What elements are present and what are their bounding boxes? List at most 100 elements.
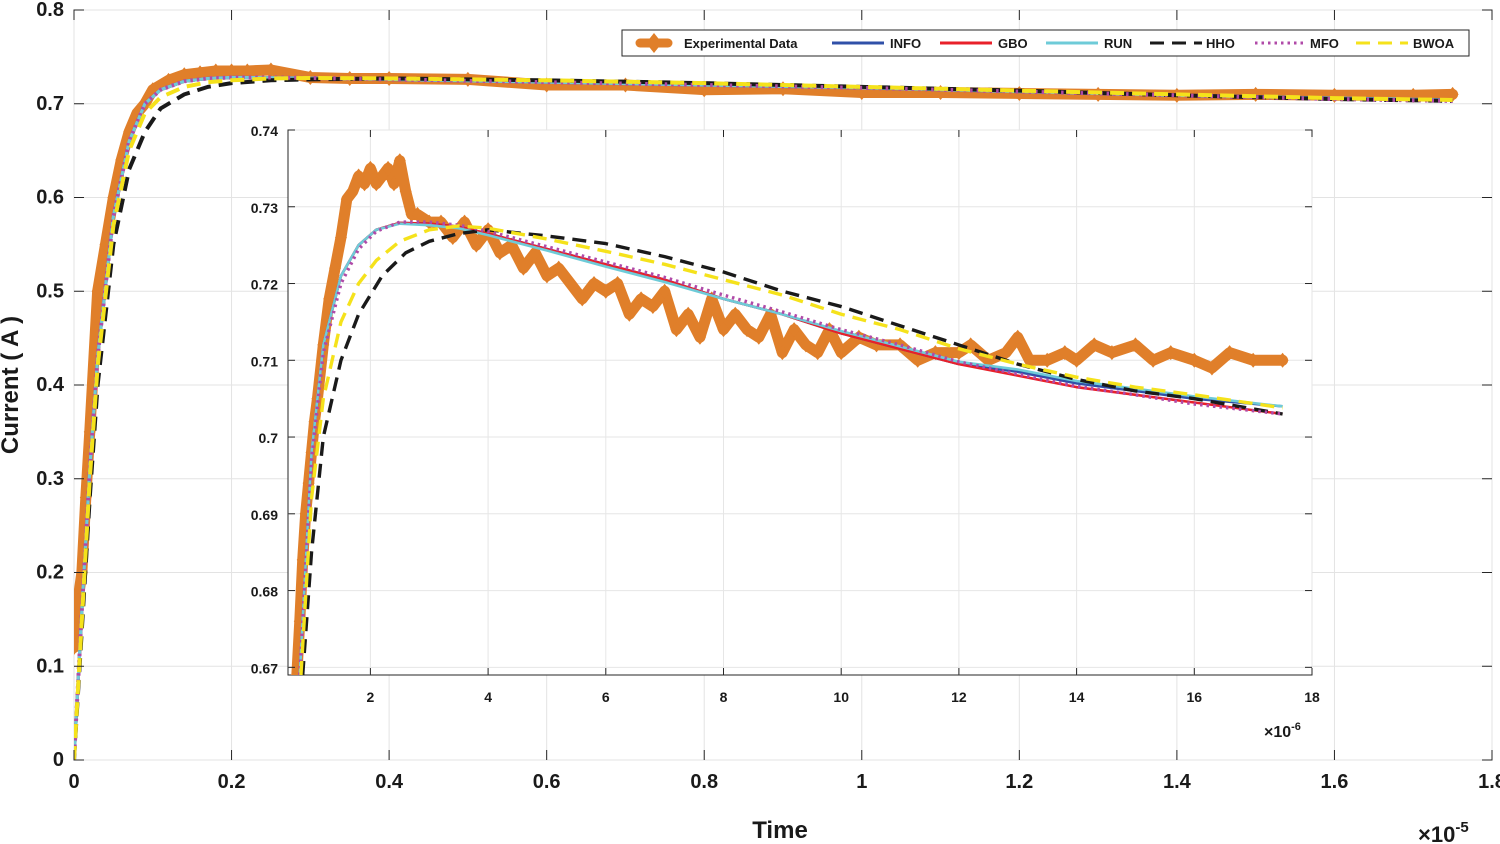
x-axis-label: Time (752, 817, 808, 844)
inset-experimental-marker (517, 260, 530, 276)
inset-experimental-marker (623, 306, 636, 322)
inset-series-run (298, 222, 1283, 675)
inset-series-group (290, 153, 1289, 675)
main-y-tick-label: 0.7 (36, 93, 64, 115)
inset-experimental-marker (1070, 352, 1083, 368)
main-x-tick-label: 1 (856, 771, 867, 793)
inset-x-tick-label: 10 (833, 689, 849, 705)
inset-experimental-marker (376, 168, 389, 184)
inset-experimental-marker (346, 183, 359, 199)
inset-experimental-marker (334, 229, 347, 245)
inset-experimental-marker (387, 176, 400, 192)
main-experimental-marker (74, 593, 84, 609)
main-experimental-marker (225, 63, 238, 79)
legend-label-run: RUN (1104, 36, 1132, 51)
x-multiplier-inset: ×10-6 (1264, 721, 1301, 741)
inset-experimental-marker (811, 345, 824, 361)
inset-experimental-marker (693, 329, 706, 345)
inset-y-tick-label: 0.68 (251, 584, 278, 600)
main-x-tick-label: 1.6 (1321, 771, 1349, 793)
inset-experimental-marker (646, 299, 659, 315)
main-x-tick-label: 0.2 (218, 771, 246, 793)
legend-entry-mfo: MFO (1255, 36, 1339, 51)
inset-experimental-marker (741, 322, 754, 338)
legend-label-hho: HHO (1206, 36, 1235, 51)
inset-tick-labels: 2 4 6 8 10 12 14 16 18 0.67 0.68 0.69 0.7 0.71 0.72 0.7… (251, 123, 1320, 705)
inset-experimental-marker (1247, 352, 1260, 368)
inset-x-tick-label: 6 (602, 689, 610, 705)
inset-experimental-marker (1188, 352, 1201, 368)
inset-experimental-marker (1088, 337, 1101, 353)
inset-experimental-marker (682, 306, 695, 322)
inset-experimental-marker (799, 337, 812, 353)
main-x-tick-label: 0.4 (375, 771, 404, 793)
x-multiplier-main-base: ×10 (1418, 822, 1455, 844)
inset-experimental-marker (470, 237, 483, 253)
inset-experimental-marker (493, 245, 506, 261)
main-experimental-marker (91, 283, 104, 299)
inset-experimental-marker (1058, 345, 1071, 361)
inset-experimental-marker (1147, 352, 1160, 368)
inset-experimental-marker (352, 168, 365, 184)
inset-experimental-marker (411, 206, 424, 222)
inset-experimental-marker (1041, 352, 1054, 368)
main-y-tick-label: 0.1 (36, 655, 64, 677)
main-series-group (74, 62, 1459, 760)
inset-experimental-marker (717, 322, 730, 338)
main-x-tick-label: 1.2 (1005, 771, 1033, 793)
inset-y-tick-label: 0.69 (251, 507, 278, 523)
legend-entry-hho: HHO (1150, 36, 1235, 51)
main-experimental-marker (264, 62, 277, 78)
inset-x-tick-label: 8 (720, 689, 728, 705)
inset-experimental-marker (329, 260, 342, 276)
inset-experimental-marker (540, 268, 553, 284)
inset-series-bwoa (299, 224, 1283, 675)
inset-experimental-marker (1023, 352, 1036, 368)
inset-experimental-marker (1276, 352, 1289, 368)
main-tick-labels: 0 0.2 0.4 0.6 0.8 1 1.2 1.4 1.6 1.8 0 0.1 0.2 0.3 0.4 0… (36, 0, 1500, 793)
inset-x-tick-label: 18 (1304, 689, 1320, 705)
inset-experimental-marker (564, 276, 577, 292)
legend-label-mfo: MFO (1310, 36, 1339, 51)
y-axis-label: Current ( A ) (0, 316, 24, 454)
inset-experimental-marker (729, 306, 742, 322)
inset-y-tick-label: 0.74 (251, 123, 278, 139)
inset-experimental-marker (776, 345, 789, 361)
main-x-tick-label: 0.6 (533, 771, 561, 793)
legend-label-bwoa: BWOA (1413, 36, 1455, 51)
inset-experimental-marker (370, 176, 383, 192)
inset-experimental-marker (999, 345, 1012, 361)
legend-entry-bwoa: BWOA (1356, 36, 1455, 51)
main-y-tick-label: 0.3 (36, 468, 64, 490)
inset-experimental-marker (1164, 345, 1177, 361)
main-experimental-marker (194, 65, 207, 81)
main-y-tick-label: 0.6 (36, 187, 64, 209)
inset-line-hho (301, 228, 1283, 675)
inset-experimental-marker (964, 337, 977, 353)
inset-x-tick-label: 4 (484, 689, 492, 705)
inset-experimental-marker (1205, 360, 1218, 376)
main-x-tick-label: 0 (68, 771, 79, 793)
main-y-tick-label: 0 (53, 749, 64, 771)
legend-box (621, 29, 1470, 57)
inset-y-tick-label: 0.71 (251, 353, 278, 369)
inset-grid (288, 129, 1313, 675)
inset-y-tick-label: 0.72 (251, 277, 278, 293)
main-x-tick-label: 1.4 (1163, 771, 1192, 793)
inset-experimental-marker (399, 183, 412, 199)
main-x-tick-label: 1.8 (1478, 771, 1500, 793)
inset-experimental-marker (611, 276, 624, 292)
inset-y-tick-label: 0.7 (259, 430, 279, 446)
inset-experimental-marker (393, 153, 406, 169)
main-experimental-marker (241, 63, 254, 79)
inset-experimental-marker (835, 345, 848, 361)
inset-experimental-marker (340, 191, 353, 207)
inset-line-bwoa (299, 224, 1283, 675)
inset-y-tick-label: 0.73 (251, 200, 278, 216)
inset-experimental-marker (458, 214, 471, 230)
x-multiplier-inset-base: ×10 (1264, 724, 1291, 741)
x-multiplier-main-exp: -5 (1455, 819, 1468, 836)
inset-y-tick-label: 0.67 (251, 660, 278, 676)
legend: Experimental Data INFO GBO RUN HHO MFO BWOA (621, 29, 1470, 57)
legend-label-info: INFO (890, 36, 921, 51)
